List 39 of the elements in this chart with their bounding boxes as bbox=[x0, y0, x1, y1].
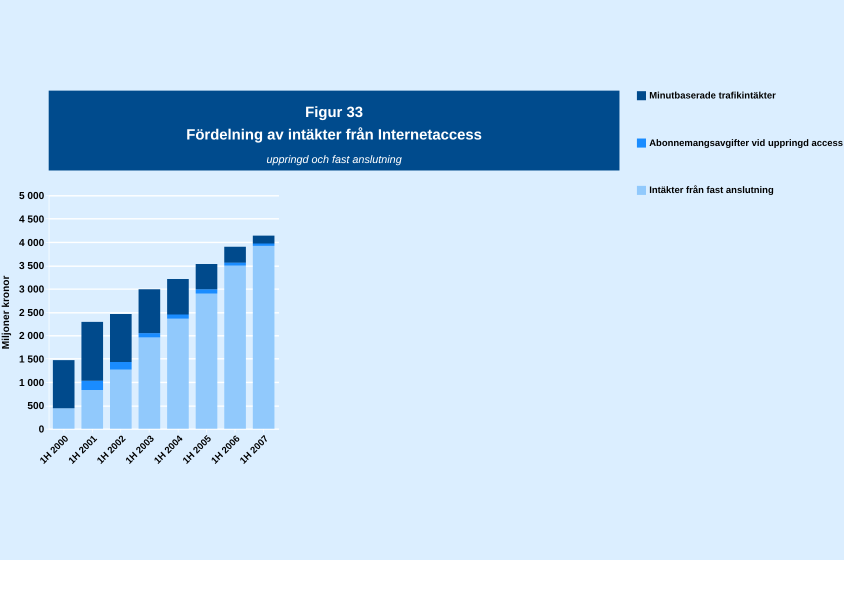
bar bbox=[81, 380, 104, 390]
y-tick-label: 2 000 bbox=[18, 331, 45, 342]
bar bbox=[52, 408, 75, 429]
y-tick-label: 4 500 bbox=[18, 214, 45, 226]
y-tick-label: 2 500 bbox=[18, 308, 45, 319]
bar bbox=[167, 314, 189, 319]
y-tick-label: 1 500 bbox=[18, 354, 45, 366]
y-tick-label: 4 000 bbox=[18, 238, 45, 249]
bar bbox=[224, 265, 246, 429]
y-tick-label: 1 000 bbox=[18, 378, 45, 389]
legend-label: Abonnemangsavgifter vid uppringd access bbox=[649, 138, 844, 149]
bar bbox=[110, 370, 132, 429]
bar bbox=[81, 322, 104, 381]
bar bbox=[252, 236, 274, 244]
text: uppringd och fast anslutning bbox=[266, 154, 402, 166]
bar bbox=[224, 246, 246, 263]
y-tick-label: 0 bbox=[38, 424, 45, 436]
bar bbox=[110, 362, 132, 370]
legend-label: Intäkter från fast anslutning bbox=[649, 185, 774, 196]
bar bbox=[138, 337, 160, 429]
bar bbox=[252, 246, 274, 429]
bar bbox=[138, 333, 160, 338]
bar bbox=[196, 289, 218, 294]
text: Figur 33 Fördelning av intäkter från Internetaccess bbox=[186, 105, 482, 144]
y-tick-label: 5 000 bbox=[18, 191, 45, 202]
bar bbox=[138, 289, 160, 334]
bar bbox=[52, 360, 75, 408]
bar bbox=[81, 390, 104, 429]
y-tick-label: 3 500 bbox=[18, 261, 45, 272]
bar bbox=[167, 318, 189, 429]
y-tick-label: 500 bbox=[27, 401, 45, 412]
bar bbox=[196, 293, 218, 429]
bar bbox=[196, 264, 218, 290]
bar bbox=[224, 262, 246, 266]
legend-label: Minutbaserade trafikintäkter bbox=[649, 90, 776, 102]
y-axis-title: Miljoner kronor bbox=[0, 276, 12, 350]
bar bbox=[110, 314, 132, 362]
y-tick-label: 3 000 bbox=[18, 284, 45, 296]
bar bbox=[167, 278, 189, 314]
